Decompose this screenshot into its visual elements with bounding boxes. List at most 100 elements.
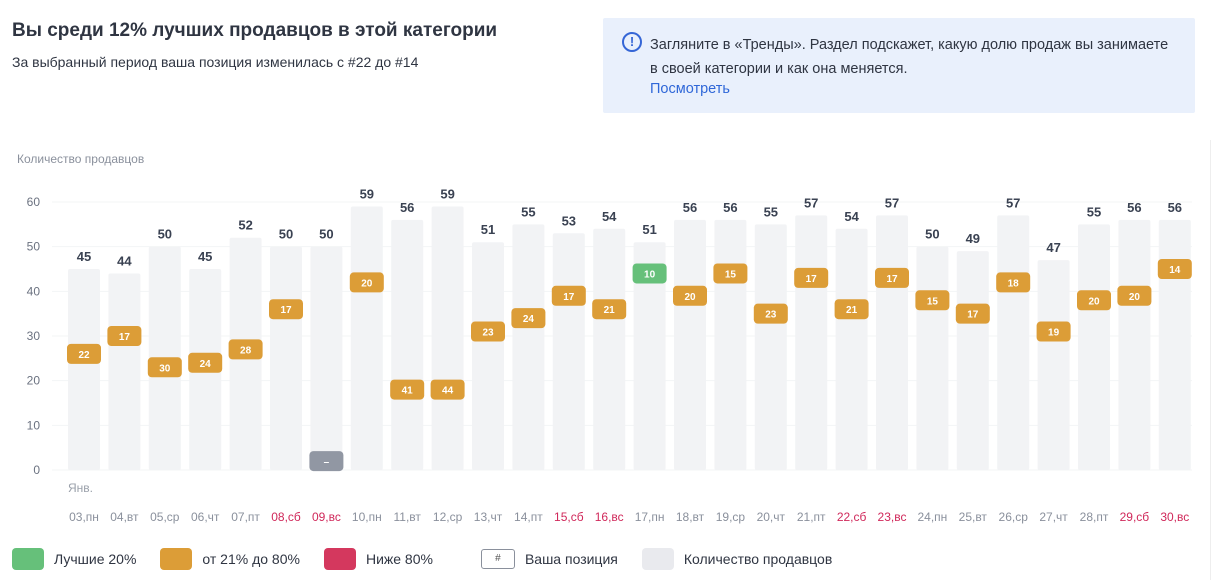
x-tick-label: 26,ср (999, 510, 1029, 524)
position-badge (309, 451, 344, 472)
legend-low: Ниже 80% (323, 548, 433, 570)
seller-count-label: 51 (642, 222, 656, 237)
position-badge (188, 352, 223, 373)
seller-count-label: 56 (1127, 200, 1141, 215)
legend-label: Ниже 80% (365, 551, 433, 567)
seller-count-label: 53 (562, 213, 576, 228)
seller-count-label: 59 (360, 186, 374, 201)
position-badge (915, 290, 950, 311)
seller-count-bar (68, 269, 100, 470)
position-badge-label: 17 (119, 332, 131, 343)
position-badge-label: 20 (684, 292, 696, 303)
x-tick-label: 24,пн (917, 510, 947, 524)
seller-count-bar (512, 224, 545, 470)
seller-count-label: 51 (481, 222, 495, 237)
seller-count-label: 54 (844, 209, 859, 224)
position-badge-label: 28 (240, 345, 252, 356)
seller-count-bar (916, 246, 949, 470)
legend-label: Количество продавцов (683, 551, 833, 567)
y-tick-label: 40 (27, 284, 41, 298)
x-tick-label: 18,вт (676, 510, 705, 524)
position-badge-label: 21 (604, 305, 616, 316)
position-badge (753, 303, 788, 324)
divider (1210, 140, 1211, 580)
month-label: Янв. (68, 481, 93, 495)
x-tick-label: 12,ср (433, 510, 463, 524)
seller-count-bar (472, 242, 504, 470)
seller-count-label: 59 (440, 186, 454, 201)
x-tick-label: 09,вс (312, 510, 341, 524)
x-tick-label: 23,вс (878, 510, 907, 524)
position-badge (511, 308, 546, 329)
position-badge-label: 24 (523, 314, 535, 325)
seller-count-bar (108, 273, 141, 470)
y-tick-label: 20 (27, 374, 41, 388)
x-tick-label: 13,чт (474, 510, 503, 524)
x-tick-label: 06,чт (191, 510, 220, 524)
x-tick-label: 29,сб (1120, 510, 1150, 524)
legend-swatch-position: # (480, 549, 515, 569)
y-tick-label: 50 (27, 240, 41, 254)
y-tick-label: 60 (27, 195, 41, 209)
seller-count-bar (1037, 260, 1070, 470)
position-badge-label: 15 (927, 296, 939, 307)
seller-count-label: 57 (1006, 195, 1020, 210)
seller-count-label: 57 (885, 195, 899, 210)
position-badge (471, 321, 505, 342)
x-tick-label: 08,сб (271, 510, 301, 524)
position-badge (673, 285, 707, 306)
position-badge-label: 17 (967, 310, 979, 321)
legend-swatch-mid (160, 548, 193, 570)
seller-count-bar (431, 206, 464, 470)
x-tick-label: 30,вс (1160, 510, 1189, 524)
seller-count-bar (350, 206, 383, 470)
position-badge-label: 20 (1088, 296, 1100, 307)
view-trends-link[interactable]: Посмотреть (650, 81, 730, 97)
position-badge-label: 19 (1048, 328, 1060, 339)
y-tick-label: 30 (27, 329, 41, 343)
seller-count-bar (552, 233, 585, 470)
position-badge (996, 272, 1031, 293)
seller-count-bar (997, 215, 1030, 470)
legend-swatch-count (641, 548, 674, 570)
x-tick-label: 05,ср (150, 510, 180, 524)
legend-count: Количество продавцов (641, 548, 833, 570)
x-tick-label: 17,пн (635, 510, 665, 524)
x-tick-label: 03,пн (69, 510, 99, 524)
position-badge (1117, 285, 1152, 306)
position-badge (349, 272, 384, 293)
chart-legend: Лучшие 20% от 21% до 80% Ниже 80% # Ваша … (12, 548, 856, 570)
seller-count-bar (795, 215, 828, 470)
x-tick-label: 07,пт (231, 510, 260, 524)
info-icon: ! (622, 32, 642, 52)
position-badge-label: 17 (806, 274, 818, 285)
position-badge (390, 379, 425, 400)
position-badge-label: 44 (442, 386, 454, 397)
x-tick-label: 19,ср (716, 510, 746, 524)
position-badge (713, 263, 748, 284)
position-badge-label: 17 (886, 274, 898, 285)
seller-count-bar (956, 251, 989, 470)
position-badge-label: 30 (159, 363, 171, 374)
legend-label: Лучшие 20% (54, 551, 137, 567)
position-badge (875, 267, 909, 288)
position-badge (551, 285, 586, 306)
seller-count-bar (593, 228, 626, 470)
seller-count-bar (1118, 219, 1151, 470)
x-tick-label: 21,пт (797, 510, 826, 524)
seller-count-label: 56 (1168, 200, 1182, 215)
seller-count-bar (1078, 224, 1110, 470)
seller-count-label: 47 (1046, 240, 1060, 255)
page-title: Вы среди 12% лучших продавцов в этой кат… (12, 20, 498, 41)
position-badge (632, 263, 667, 284)
seller-count-label: 52 (238, 218, 252, 233)
trends-info-banner: ! Загляните в «Тренды». Раздел подскажет… (603, 18, 1195, 113)
info-text: Загляните в «Тренды». Раздел подскажет, … (650, 37, 1169, 77)
legend-position: # Ваша позиция (480, 549, 618, 569)
seller-count-bar (876, 215, 908, 470)
position-badge (794, 267, 829, 288)
y-tick-label: 0 (33, 463, 40, 477)
seller-count-bar (270, 246, 302, 470)
seller-count-label: 45 (198, 249, 212, 264)
legend-best: Лучшие 20% (12, 548, 136, 570)
